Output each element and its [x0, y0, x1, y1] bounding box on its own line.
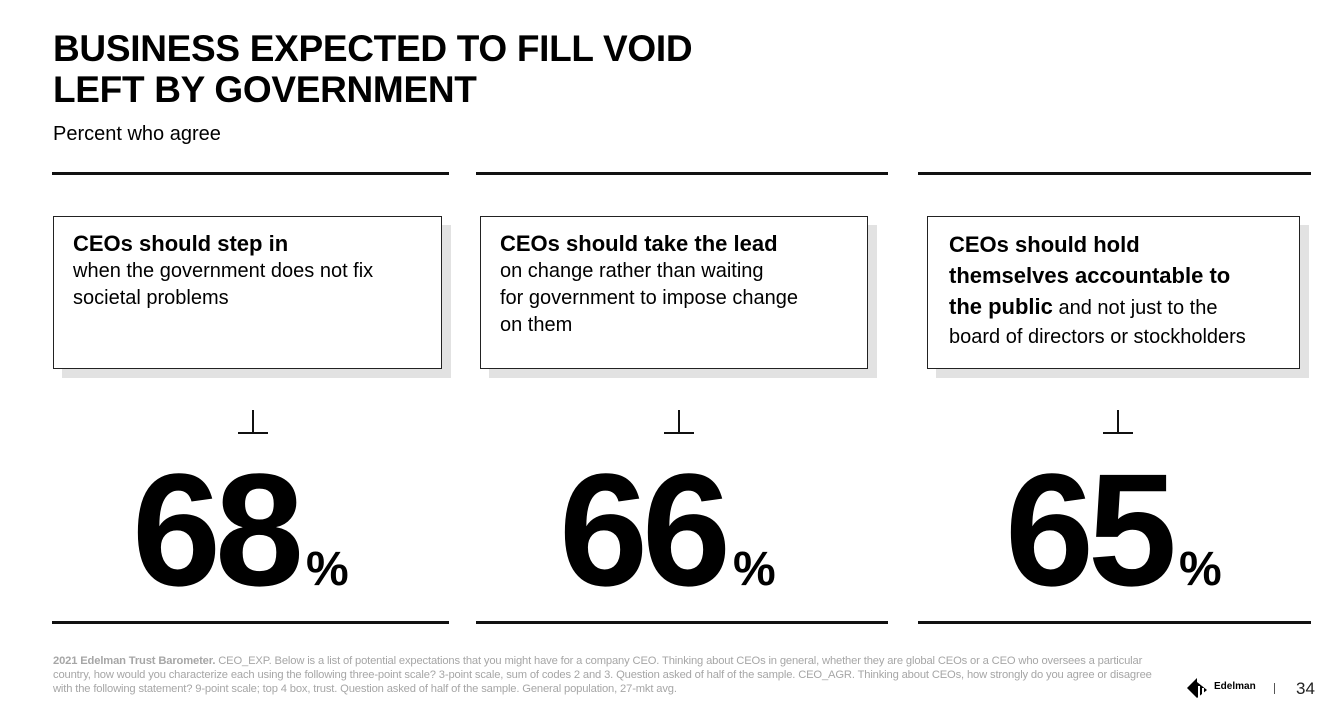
edelman-logo-icon [1187, 678, 1207, 698]
connector-3 [1103, 410, 1133, 434]
page-title: BUSINESS EXPECTED TO FILL VOID LEFT BY G… [53, 28, 693, 110]
title-line-1: BUSINESS EXPECTED TO FILL VOID [53, 28, 693, 69]
stat-2: 66% [559, 450, 776, 610]
stat-3: 65% [1005, 450, 1222, 610]
statement-card-1: CEOs should step in when the government … [53, 216, 442, 369]
title-line-2: LEFT BY GOVERNMENT [53, 69, 477, 110]
subtitle: Percent who agree [53, 123, 221, 145]
bottom-rule-1 [52, 621, 449, 624]
page-number: 34 [1296, 679, 1315, 698]
edelman-logo: Edelman [1185, 676, 1256, 700]
bottom-rule-3 [918, 621, 1311, 624]
card-3-heading-line-1: CEOs should hold [949, 232, 1140, 257]
stat-1: 68% [132, 450, 349, 610]
stat-2-value: 66 [559, 440, 731, 619]
card-1-heading: CEOs should step in [73, 231, 289, 256]
card-3-heading-line-2: themselves accountable to [949, 263, 1231, 288]
logo-text: Edelman [1214, 681, 1256, 692]
card-2-body-line-1: on change rather than waiting [500, 260, 764, 282]
top-rule-2 [476, 172, 888, 175]
footer-separator [1274, 683, 1275, 694]
stat-3-unit: % [1178, 543, 1222, 596]
connector-2 [664, 410, 694, 434]
card-2-body-line-2: for government to impose change [500, 287, 798, 309]
footnote-text: CEO_EXP. Below is a list of potential ex… [53, 655, 1152, 695]
statement-card-3: CEOs should hold themselves accountable … [927, 216, 1300, 369]
card-3-heading-line-3: the public [949, 294, 1053, 319]
card-1-body-line-2: societal problems [73, 287, 229, 309]
card-2-heading: CEOs should take the lead [500, 231, 778, 256]
card-3-body-inline: and not just to the [1052, 297, 1218, 319]
bottom-rule-2 [476, 621, 888, 624]
top-rule-1 [52, 172, 449, 175]
footnote: 2021 Edelman Trust Barometer. CEO_EXP. B… [53, 654, 1173, 696]
card-2-body-line-3: on them [500, 314, 573, 336]
stat-1-unit: % [305, 543, 349, 596]
card-3-body-line-1: board of directors or stockholders [949, 326, 1246, 348]
top-rule-3 [918, 172, 1311, 175]
statement-card-2: CEOs should take the lead on change rath… [480, 216, 868, 369]
stat-1-value: 68 [132, 440, 304, 619]
stat-3-value: 65 [1005, 440, 1177, 619]
card-3-mixed-line: the public and not just to the [949, 291, 1281, 324]
connector-1 [238, 410, 268, 434]
card-1-body-line-1: when the government does not fix [73, 260, 374, 282]
footnote-source: 2021 Edelman Trust Barometer. [53, 655, 216, 667]
stat-2-unit: % [732, 543, 776, 596]
